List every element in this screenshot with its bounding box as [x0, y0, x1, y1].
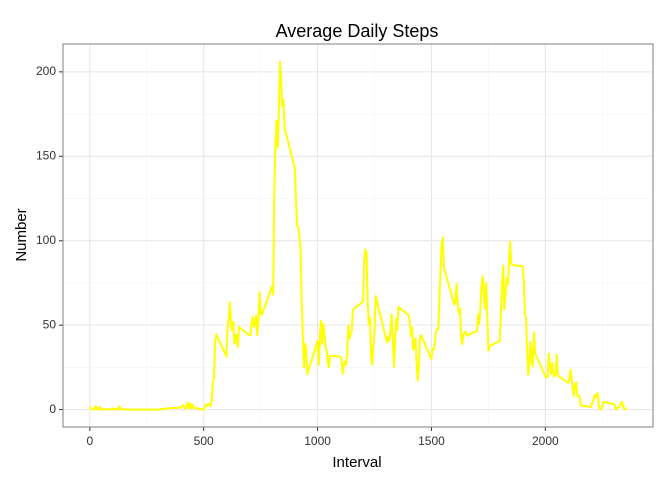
x-tick-label: 500 [194, 434, 214, 448]
x-axis-label: Interval [332, 454, 381, 471]
plot-border [62, 43, 654, 428]
y-axis-label: Number [13, 208, 30, 261]
y-tick-label: 150 [36, 148, 56, 162]
y-tick-label: 50 [43, 317, 57, 331]
x-tick-label: 1500 [418, 434, 445, 448]
y-tick-label: 0 [49, 402, 56, 416]
x-tick-label: 1000 [304, 434, 331, 448]
x-tick-label: 2000 [532, 434, 559, 448]
chart-title: Average Daily Steps [276, 21, 439, 41]
y-tick-label: 100 [36, 233, 56, 247]
x-tick-label: 0 [86, 434, 93, 448]
plot-background [63, 44, 653, 427]
y-tick-label: 200 [36, 64, 56, 78]
line [88, 60, 627, 411]
